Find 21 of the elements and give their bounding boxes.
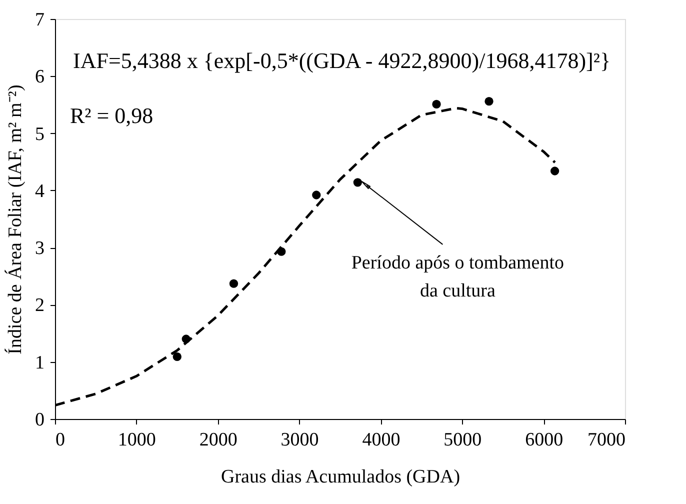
x-axis-title: Graus dias Acumulados (GDA) (220, 466, 460, 488)
x-tick-label: 1000 (118, 430, 156, 450)
annotation: IAF=5,4388 x {exp[-0,5*((GDA - 4922,8900)/1968,4178)]²} (73, 48, 611, 73)
annotation: Período após o tombamento da cultura (351, 252, 564, 302)
y-tick-label: 0 (35, 410, 44, 430)
x-tick-label: 7000 (588, 430, 626, 450)
y-tick-label: 1 (35, 352, 44, 374)
y-tick-label: 6 (35, 66, 44, 88)
x-tick-label: 4000 (362, 430, 400, 450)
x-tick-label: 5000 (444, 430, 482, 450)
y-axis-title: Índice de Área Foliar (IAF, m² m⁻²) (4, 84, 26, 354)
x-tick-label: 3000 (280, 430, 319, 450)
y-tick-label: 4 (35, 180, 45, 202)
annotation: R² = 0,98 (70, 103, 154, 128)
x-tick-label: 0 (56, 430, 65, 450)
y-tick-label: 3 (35, 238, 44, 260)
x-tick-label: 2000 (199, 430, 238, 450)
x-tick-label: 6000 (525, 430, 564, 450)
y-tick-label: 7 (35, 10, 44, 30)
y-tick-label: 2 (35, 295, 44, 316)
y-tick-label: 5 (35, 124, 44, 145)
